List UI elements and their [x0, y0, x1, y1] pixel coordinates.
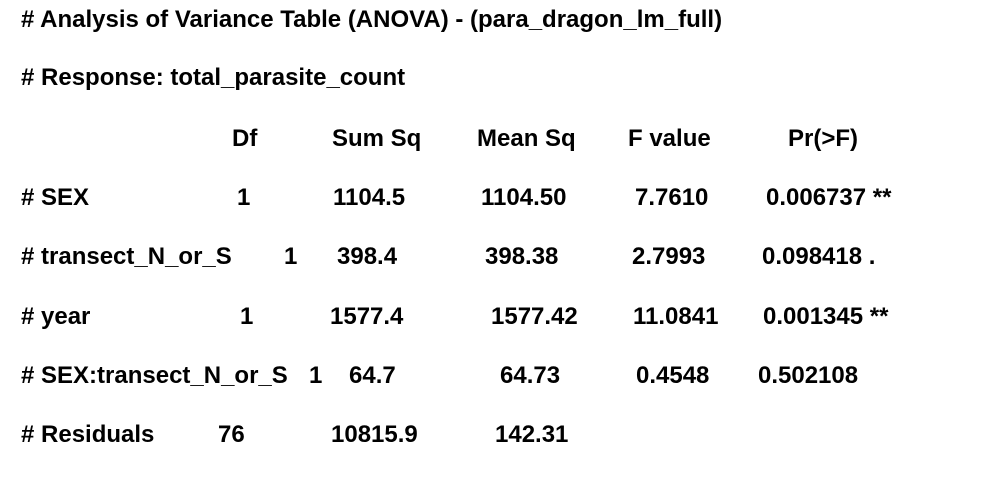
row-df: 1 [240, 303, 254, 330]
row-mean-sq: 64.73 [500, 362, 561, 389]
row-sum-sq: 1577.4 [330, 303, 404, 330]
row-mean-sq: 142.31 [495, 421, 569, 448]
header-sum-sq: Sum Sq [332, 125, 422, 152]
row-term: # SEX:transect_N_or_S [21, 362, 288, 389]
row-p-value: 0.502108 [758, 362, 859, 389]
row-f-value: 0.4548 [636, 362, 710, 389]
row-mean-sq: 1104.50 [481, 184, 567, 211]
row-df: 1 [237, 184, 251, 211]
row-p-value: 0.098418 . [762, 243, 876, 270]
row-mean-sq: 398.38 [485, 243, 559, 270]
header-p-value: Pr(>F) [788, 125, 859, 152]
row-f-value: 2.7993 [632, 243, 706, 270]
row-sum-sq: 10815.9 [331, 421, 418, 448]
row-sum-sq: 64.7 [349, 362, 396, 389]
row-p-value: 0.006737 ** [766, 184, 892, 211]
row-df: 1 [309, 362, 323, 389]
row-term: # Residuals [21, 421, 155, 448]
response-label: # Response: total_parasite_count [21, 64, 406, 91]
header-mean-sq: Mean Sq [477, 125, 576, 152]
row-f-value: 7.7610 [635, 184, 709, 211]
row-mean-sq: 1577.42 [491, 303, 578, 330]
row-p-value: 0.001345 ** [763, 303, 889, 330]
row-term: # transect_N_or_S [21, 243, 232, 270]
row-f-value: 11.0841 [633, 303, 719, 330]
row-df: 1 [284, 243, 298, 270]
row-df: 76 [218, 421, 245, 448]
header-df: Df [232, 125, 258, 152]
header-f-value: F value [628, 125, 711, 152]
row-term: # year [21, 303, 91, 330]
table-title: # Analysis of Variance Table (ANOVA) - (… [21, 6, 723, 33]
row-term: # SEX [21, 184, 90, 211]
row-sum-sq: 1104.5 [333, 184, 406, 211]
row-sum-sq: 398.4 [337, 243, 398, 270]
